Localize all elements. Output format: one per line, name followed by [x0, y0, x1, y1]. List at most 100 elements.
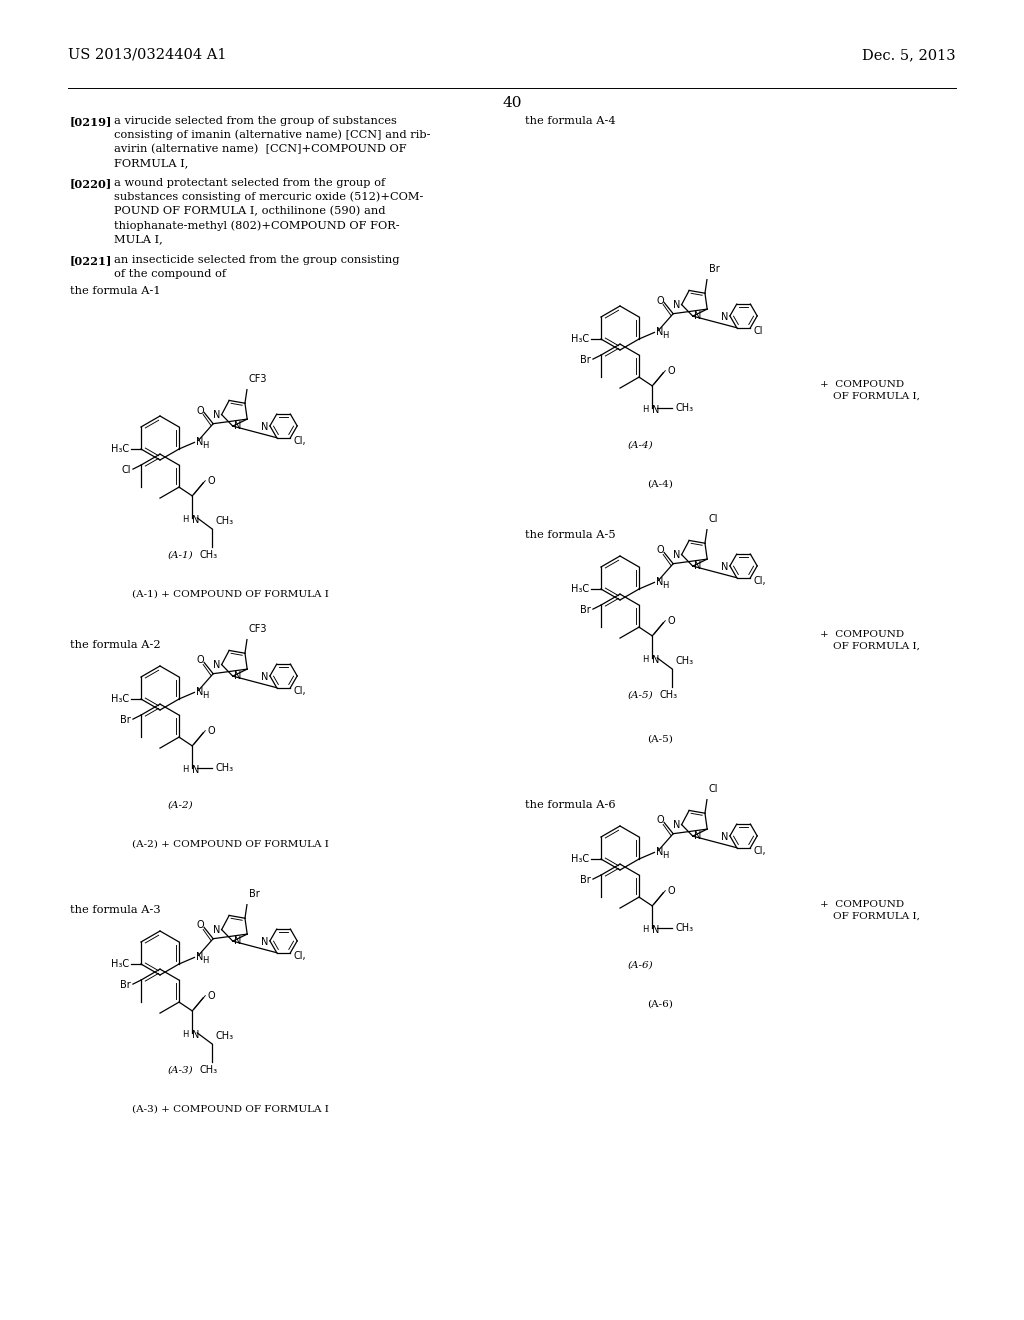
Text: N: N	[673, 549, 681, 560]
Text: N: N	[260, 937, 268, 946]
Text: Cl,: Cl,	[293, 950, 306, 961]
Text: [0221]: [0221]	[70, 255, 113, 267]
Text: (A-5): (A-5)	[627, 690, 653, 700]
Text: N: N	[233, 421, 242, 432]
Text: N: N	[197, 953, 204, 962]
Text: Br: Br	[581, 355, 591, 366]
Text: an insecticide selected from the group consisting
of the compound of: an insecticide selected from the group c…	[114, 255, 399, 279]
Text: H: H	[182, 766, 188, 775]
Text: (A-5): (A-5)	[647, 735, 673, 744]
Text: CH₃: CH₃	[215, 516, 233, 525]
Text: Br: Br	[709, 264, 720, 273]
Text: N: N	[721, 832, 728, 842]
Text: N: N	[656, 847, 664, 858]
Text: US 2013/0324404 A1: US 2013/0324404 A1	[68, 48, 226, 62]
Text: the formula A-1: the formula A-1	[70, 286, 161, 296]
Text: O: O	[668, 366, 675, 376]
Text: N: N	[233, 936, 242, 946]
Text: N: N	[673, 300, 681, 310]
Text: (A-4): (A-4)	[647, 480, 673, 488]
Text: H: H	[203, 690, 209, 700]
Text: H: H	[182, 1031, 188, 1039]
Text: N: N	[213, 924, 220, 935]
Text: O: O	[207, 991, 215, 1001]
Text: Br: Br	[581, 875, 591, 886]
Text: N: N	[652, 405, 659, 414]
Text: CH₃: CH₃	[215, 763, 233, 774]
Text: N: N	[213, 660, 220, 669]
Text: H: H	[182, 515, 188, 524]
Text: CH₃: CH₃	[215, 1031, 233, 1041]
Text: (A-6): (A-6)	[647, 1001, 673, 1008]
Text: H₃C: H₃C	[570, 854, 589, 865]
Text: CF3: CF3	[249, 374, 267, 384]
Text: H: H	[642, 405, 648, 414]
Text: +  COMPOUND
    OF FORMULA I,: + COMPOUND OF FORMULA I,	[820, 380, 920, 401]
Text: H: H	[642, 925, 648, 935]
Text: H: H	[203, 441, 209, 450]
Text: CH₃: CH₃	[200, 1064, 218, 1074]
Text: N: N	[193, 515, 200, 525]
Text: O: O	[207, 726, 215, 735]
Text: a wound protectant selected from the group of
substances consisting of mercuric : a wound protectant selected from the gro…	[114, 178, 423, 244]
Text: O: O	[668, 615, 675, 626]
Text: (A-6): (A-6)	[627, 961, 653, 969]
Text: (A-3): (A-3)	[167, 1065, 193, 1074]
Text: 40: 40	[502, 96, 522, 110]
Text: N: N	[721, 562, 728, 572]
Text: N: N	[656, 327, 664, 338]
Text: N: N	[260, 672, 268, 682]
Text: N: N	[193, 1030, 200, 1040]
Text: H: H	[642, 656, 648, 664]
Text: H: H	[663, 581, 669, 590]
Text: CH₃: CH₃	[675, 403, 693, 413]
Text: O: O	[197, 405, 204, 416]
Text: N: N	[193, 764, 200, 775]
Text: N: N	[673, 820, 681, 829]
Text: O: O	[656, 816, 664, 825]
Text: N: N	[652, 655, 659, 665]
Text: the formula A-5: the formula A-5	[525, 531, 615, 540]
Text: (A-1) + COMPOUND OF FORMULA I: (A-1) + COMPOUND OF FORMULA I	[131, 590, 329, 599]
Text: N: N	[213, 409, 220, 420]
Text: O: O	[668, 886, 675, 896]
Text: [0219]: [0219]	[70, 116, 113, 127]
Text: the formula A-2: the formula A-2	[70, 640, 161, 649]
Text: O: O	[656, 545, 664, 556]
Text: [0220]: [0220]	[70, 178, 113, 189]
Text: (A-1): (A-1)	[167, 550, 193, 560]
Text: H₃C: H₃C	[111, 694, 129, 704]
Text: H: H	[663, 851, 669, 859]
Text: Cl: Cl	[122, 465, 131, 475]
Text: (A-4): (A-4)	[627, 441, 653, 449]
Text: N: N	[694, 312, 701, 321]
Text: Br: Br	[120, 981, 131, 990]
Text: the formula A-4: the formula A-4	[525, 116, 615, 125]
Text: H₃C: H₃C	[111, 960, 129, 969]
Text: Br: Br	[120, 715, 131, 725]
Text: N: N	[721, 312, 728, 322]
Text: CH₃: CH₃	[675, 656, 693, 665]
Text: the formula A-3: the formula A-3	[70, 906, 161, 915]
Text: +  COMPOUND
    OF FORMULA I,: + COMPOUND OF FORMULA I,	[820, 900, 920, 921]
Text: Cl: Cl	[754, 326, 763, 335]
Text: Cl: Cl	[709, 513, 719, 524]
Text: Dec. 5, 2013: Dec. 5, 2013	[862, 48, 956, 62]
Text: N: N	[694, 832, 701, 841]
Text: Cl: Cl	[709, 784, 719, 793]
Text: O: O	[197, 920, 204, 931]
Text: H₃C: H₃C	[570, 334, 589, 345]
Text: CH₃: CH₃	[660, 689, 678, 700]
Text: Cl,: Cl,	[754, 846, 766, 855]
Text: N: N	[233, 671, 242, 681]
Text: Br: Br	[249, 888, 260, 899]
Text: N: N	[694, 561, 701, 572]
Text: H: H	[663, 331, 669, 339]
Text: N: N	[260, 422, 268, 432]
Text: H₃C: H₃C	[570, 583, 589, 594]
Text: the formula A-6: the formula A-6	[525, 800, 615, 810]
Text: O: O	[197, 656, 204, 665]
Text: CF3: CF3	[249, 623, 267, 634]
Text: CH₃: CH₃	[675, 923, 693, 933]
Text: (A-2): (A-2)	[167, 800, 193, 809]
